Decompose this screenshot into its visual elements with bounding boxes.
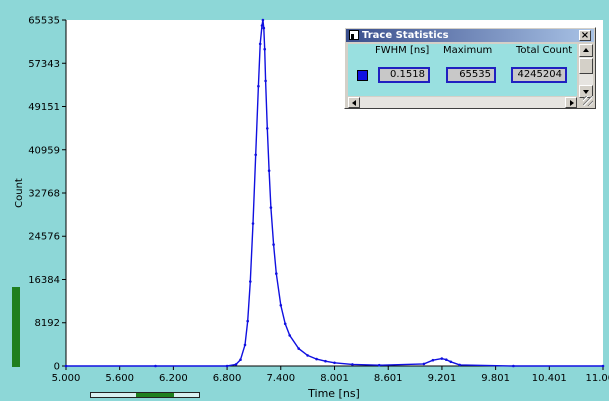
- trace-point: [351, 363, 354, 366]
- x-tick-label: 11.001: [586, 373, 609, 384]
- trace-point: [377, 363, 381, 367]
- trace-point: [458, 363, 462, 367]
- trace-point: [449, 360, 453, 364]
- trace-point: [254, 153, 257, 157]
- trace-point: [267, 169, 271, 172]
- stats-titlebar[interactable]: Trace Statistics ×: [346, 29, 594, 42]
- x-axis-label: Time [ns]: [307, 387, 360, 400]
- trace-point: [333, 361, 336, 365]
- trace-point: [264, 79, 267, 83]
- trace-point: [234, 363, 238, 366]
- arrow-right-icon: [570, 100, 574, 106]
- trace-point: [262, 26, 266, 30]
- trace-point: [297, 347, 301, 350]
- time-scrollbar[interactable]: [90, 392, 200, 398]
- x-tick-label: 6.200: [159, 373, 188, 384]
- trace-point: [279, 304, 283, 307]
- trace-point: [266, 127, 269, 130]
- trace-point: [261, 18, 265, 22]
- resize-grip-icon[interactable]: [583, 96, 593, 106]
- trace-point: [263, 47, 267, 51]
- trace-point: [260, 24, 264, 27]
- y-axis: 0 8192 16384 24576 32768 40959 49151 57343 65535: [28, 16, 67, 373]
- trace-point: [239, 358, 242, 362]
- x-tick-label: 10.401: [532, 373, 567, 384]
- trace-point: [225, 364, 229, 368]
- x-tick-label: 5.000: [52, 373, 81, 384]
- y-tick-label: 65535: [28, 16, 60, 27]
- trace-point: [269, 206, 273, 209]
- x-axis: 5.000 5.600 6.200 6.800 7.400 8.001 8.601 9.201…: [52, 365, 609, 384]
- y-tick-label: 57343: [28, 59, 60, 70]
- scroll-thumb[interactable]: [579, 58, 593, 74]
- trace-point: [324, 359, 327, 363]
- y-tick-label: 32768: [28, 188, 60, 199]
- trace-point: [315, 357, 318, 361]
- trace-point: [440, 357, 444, 360]
- scroll-right-button[interactable]: [565, 97, 577, 108]
- trace-point: [283, 322, 287, 326]
- y-tick-label: 40959: [28, 145, 60, 156]
- trace-point: [246, 319, 249, 323]
- total-count-value: 4245204: [511, 67, 567, 83]
- x-tick-label: 7.400: [266, 373, 295, 384]
- trace-point: [243, 343, 247, 347]
- y-tick-label: 24576: [28, 232, 60, 243]
- scroll-left-button[interactable]: [348, 97, 360, 108]
- trace-point: [258, 42, 262, 46]
- arrow-left-icon: [352, 100, 356, 106]
- trace-point: [275, 272, 278, 275]
- maximum-value: 65535: [446, 67, 496, 83]
- trace-point: [64, 364, 68, 368]
- column-header-fwhm: FWHM [ns]: [375, 45, 430, 56]
- y-tick-label: 8192: [35, 318, 60, 329]
- stats-horizontal-scrollbar[interactable]: [348, 97, 577, 108]
- arrow-up-icon: [583, 48, 589, 52]
- trace-line: [66, 19, 603, 367]
- x-tick-label: 5.600: [105, 373, 134, 384]
- y-axis-label: Count: [14, 178, 25, 208]
- trace-point: [249, 280, 252, 283]
- trace-statistics-window[interactable]: Trace Statistics × FWHM [ns] Maximum Tot…: [344, 27, 596, 109]
- x-tick-label: 6.800: [213, 373, 242, 384]
- y-tick-label: 16384: [28, 275, 60, 286]
- scroll-up-button[interactable]: [579, 44, 593, 57]
- stats-table: FWHM [ns] Maximum Total Count 0.1518 655…: [348, 44, 577, 96]
- level-indicator: [12, 287, 20, 367]
- trace-point: [512, 364, 515, 368]
- x-tick-label: 8.001: [320, 373, 349, 384]
- scroll-down-button[interactable]: [579, 85, 593, 98]
- stats-vertical-scrollbar[interactable]: [579, 44, 593, 98]
- y-tick-label: 0: [54, 362, 60, 373]
- x-tick-label: 9.801: [481, 373, 510, 384]
- column-header-total-count: Total Count: [516, 45, 573, 56]
- trace-point: [288, 334, 292, 337]
- column-header-maximum: Maximum: [443, 45, 493, 56]
- trace-point: [257, 84, 260, 88]
- arrow-down-icon: [583, 90, 589, 94]
- trace-color-swatch[interactable]: [357, 70, 368, 81]
- trace-point: [422, 362, 426, 366]
- trace-point: [272, 243, 275, 246]
- fwhm-value: 0.1518: [378, 67, 430, 83]
- stats-title: Trace Statistics: [362, 30, 449, 41]
- x-tick-label: 9.201: [428, 373, 457, 384]
- trace-point: [251, 222, 255, 225]
- x-tick-label: 8.601: [374, 373, 403, 384]
- trace-point: [601, 364, 605, 368]
- trace-point: [431, 358, 435, 362]
- trace-points: [64, 18, 605, 368]
- y-tick-label: 49151: [28, 102, 60, 113]
- window-icon: [349, 30, 359, 40]
- time-scrollbar-thumb[interactable]: [136, 393, 174, 397]
- trace-point: [306, 354, 309, 357]
- close-button[interactable]: ×: [579, 30, 591, 41]
- trace-point: [445, 358, 448, 362]
- trace-point: [154, 364, 157, 368]
